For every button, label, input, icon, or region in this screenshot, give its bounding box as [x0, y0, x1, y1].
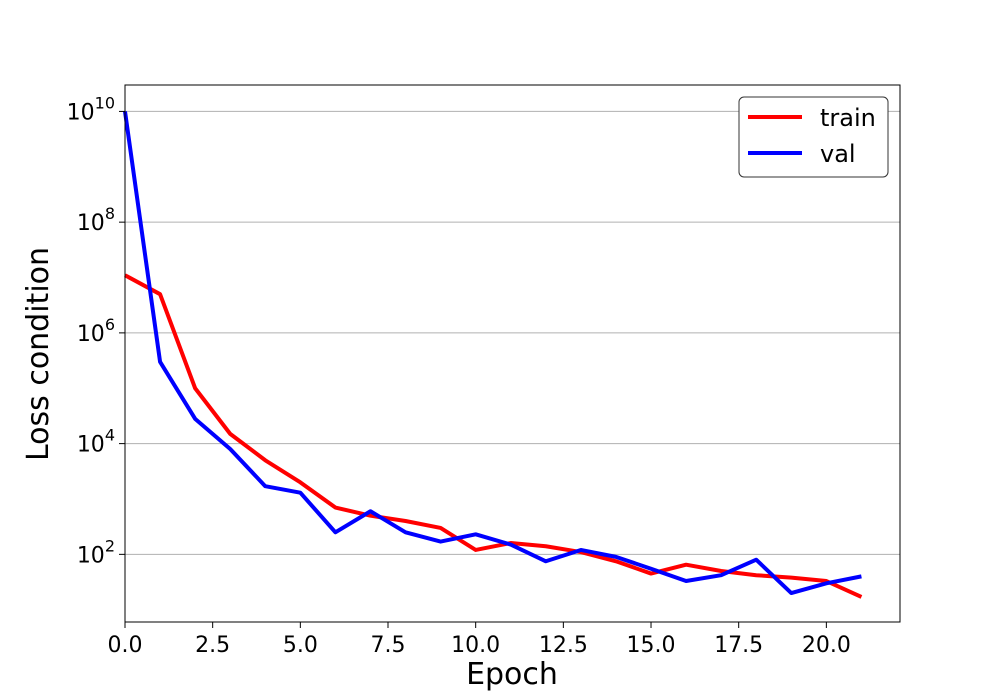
x-tick-label: 2.5 [195, 633, 230, 658]
x-axis-label: Epoch [466, 657, 558, 692]
y-tick-label: 104 [77, 426, 115, 458]
series-line-train [124, 273, 863, 599]
y-tick-label: 108 [77, 204, 115, 236]
x-tick-label: 15.0 [627, 633, 676, 658]
series-lines [123, 111, 863, 599]
series-line-val [123, 111, 862, 596]
legend-label-train: train [820, 104, 876, 132]
legend-label-val: val [820, 140, 856, 168]
plot-frame [124, 84, 901, 623]
x-tick-label: 5.0 [283, 633, 318, 658]
y-axis: 102 104 106 108 1010 [67, 93, 125, 568]
y-tick-label: 106 [77, 315, 115, 347]
x-tick-label: 12.5 [539, 633, 588, 658]
x-tick-label: 17.5 [714, 633, 763, 658]
x-axis: 0.0 2.5 5.0 7.5 10.0 12.5 15.0 17.5 20.0 [108, 622, 851, 658]
y-tick-label: 1010 [67, 93, 115, 125]
gridlines [125, 110, 900, 555]
y-axis-label: Loss condition [21, 247, 56, 461]
x-tick-label: 20.0 [802, 633, 851, 658]
x-tick-label: 0.0 [108, 633, 143, 658]
x-tick-label: 10.0 [451, 633, 500, 658]
x-tick-label: 7.5 [371, 633, 406, 658]
legend: train val [738, 96, 889, 178]
y-tick-label: 102 [77, 536, 115, 568]
